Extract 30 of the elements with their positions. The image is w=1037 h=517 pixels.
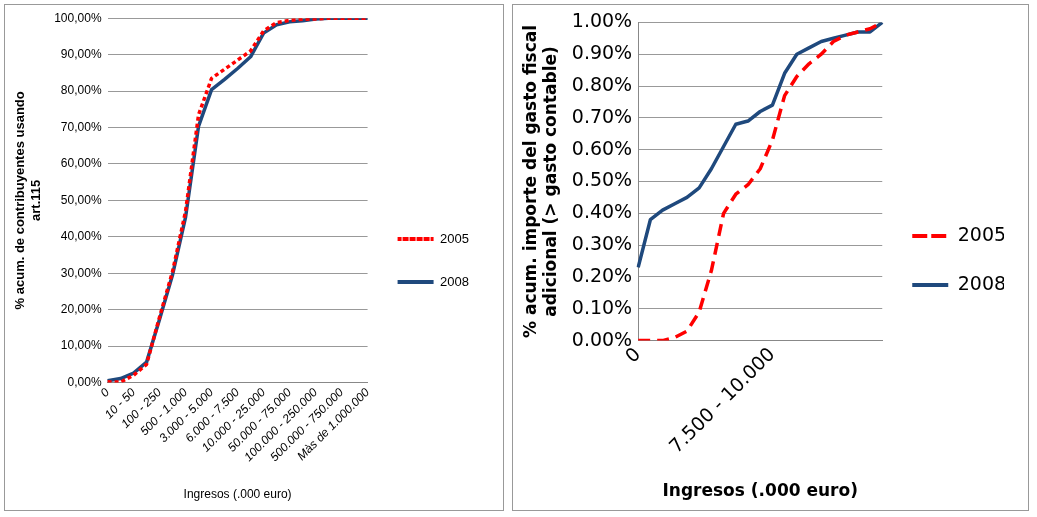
- y-tick-label: 70,00%: [60, 119, 102, 134]
- y-tick-label: 0.10%: [571, 295, 633, 318]
- legend-label: 2008: [957, 271, 1007, 294]
- y-tick-label: 90,00%: [60, 46, 102, 61]
- y-tick-label: 100,00%: [54, 10, 102, 25]
- y-tick-label: 0.70%: [571, 104, 633, 127]
- y-tick-label: 40,00%: [60, 229, 102, 244]
- y-tick-label: 60,00%: [60, 156, 102, 171]
- y-tick-label: 1.00%: [571, 9, 633, 32]
- y-tick-label: 80,00%: [60, 83, 102, 98]
- y-tick-label: 0.80%: [571, 72, 633, 95]
- y-tick-label: 0.20%: [571, 263, 633, 286]
- y-tick-label: 30,00%: [60, 265, 102, 280]
- y-tick-label: 0,00%: [67, 374, 102, 389]
- y-tick-label: 0.60%: [571, 136, 633, 159]
- legend-label: 2008: [440, 273, 469, 289]
- x-axis-title: Ingresos (.000 euro): [183, 487, 292, 502]
- legend-label: 2005: [440, 230, 469, 246]
- line-series: [105, 18, 370, 383]
- y-tick-label: 20,00%: [60, 301, 102, 316]
- y-tick-label: 0.90%: [571, 41, 633, 64]
- y-tick-label: 0.30%: [571, 232, 633, 255]
- y-tick-label: 0.50%: [571, 168, 633, 191]
- x-axis-title: Ingresos (.000 euro): [662, 480, 858, 501]
- y-axis-title: % acum. de contribuyentes usando art.115: [12, 91, 43, 310]
- y-axis-title: % acum. importe del gasto fiscal adicional (> gasto contable): [519, 24, 561, 339]
- y-tick-label: 50,00%: [60, 192, 102, 207]
- y-tick-label: 10,00%: [60, 338, 102, 353]
- legend-label: 2005: [957, 222, 1007, 245]
- y-tick-label: 0.40%: [571, 200, 633, 223]
